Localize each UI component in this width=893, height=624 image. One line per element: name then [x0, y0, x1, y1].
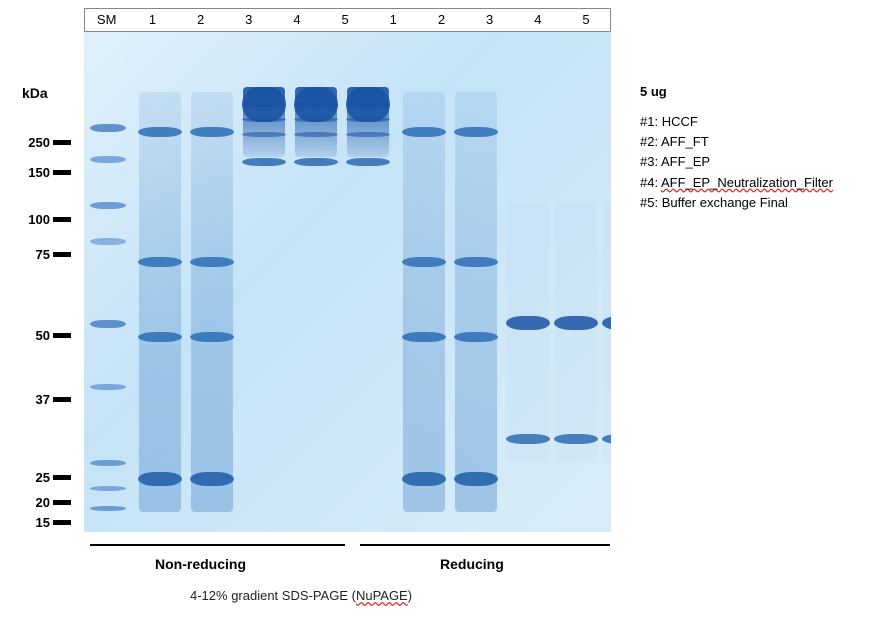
lane-header: SM1234512345	[84, 8, 611, 32]
legend-item: #4: AFF_EP_Neutralization_Filter	[640, 173, 880, 193]
gel-lane	[240, 32, 288, 532]
gel-lane	[600, 32, 611, 532]
mw-marker: 100	[20, 212, 71, 227]
mw-marker: 75	[20, 247, 71, 262]
legend-panel: 5 ug #1: HCCF#2: AFF_FT#3: AFF_EP#4: AFF…	[640, 82, 880, 213]
condition-divider	[360, 544, 610, 546]
lane-header-cell: 2	[417, 9, 465, 31]
legend-item: #2: AFF_FT	[640, 132, 880, 152]
caption-nupage: NuPAGE	[356, 588, 408, 603]
mw-marker: 25	[20, 470, 71, 485]
gel-lane	[292, 32, 340, 532]
gel-lane	[400, 32, 448, 532]
gel-lane	[136, 32, 184, 532]
caption-prefix: 4-12% gradient SDS-PAGE (	[190, 588, 356, 603]
legend-title: 5 ug	[640, 82, 880, 102]
lane-header-cell: 2	[177, 9, 225, 31]
legend-item: #5: Buffer exchange Final	[640, 193, 880, 213]
lane-header-cell: 1	[369, 9, 417, 31]
gel-lane	[344, 32, 392, 532]
lane-header-cell: 3	[225, 9, 273, 31]
lane-header-cell: 5	[562, 9, 610, 31]
condition-divider	[90, 544, 345, 546]
mw-marker-labels: 250 150 100 75 50 37 25 20 15	[20, 32, 84, 532]
gel-lane	[188, 32, 236, 532]
mw-marker: 20	[20, 495, 71, 510]
gel-image	[84, 32, 611, 532]
condition-label: Reducing	[440, 556, 504, 572]
legend-item: #3: AFF_EP	[640, 152, 880, 172]
caption-suffix: )	[408, 588, 412, 603]
lane-header-cell: SM	[85, 9, 128, 31]
mw-marker: 150	[20, 165, 71, 180]
condition-label: Non-reducing	[155, 556, 246, 572]
mw-marker: 50	[20, 328, 71, 343]
lane-header-cell: 3	[466, 9, 514, 31]
mw-marker: 250	[20, 135, 71, 150]
lane-header-cell: 4	[273, 9, 321, 31]
lane-header-cell: 5	[321, 9, 369, 31]
lane-header-cell: 4	[514, 9, 562, 31]
lane-header-cell: 1	[128, 9, 176, 31]
mw-marker: 15	[20, 515, 71, 530]
gel-lane	[452, 32, 500, 532]
gel-lane	[504, 32, 552, 532]
gel-lane	[88, 32, 128, 532]
gel-lane	[552, 32, 600, 532]
mw-marker: 37	[20, 392, 71, 407]
gel-caption: 4-12% gradient SDS-PAGE (NuPAGE)	[190, 588, 412, 603]
legend-item: #1: HCCF	[640, 112, 880, 132]
